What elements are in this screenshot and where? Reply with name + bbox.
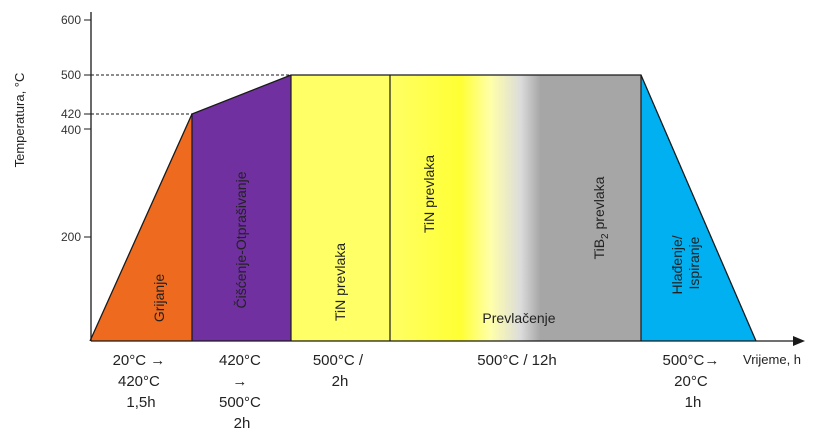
stage-cleaning-shape: [192, 75, 291, 341]
step-tin-1: 500°C / 2h: [313, 352, 367, 390]
y-tick-label: 500: [61, 68, 81, 82]
coating-label: Prevlačenje: [482, 310, 555, 326]
stage-label-heating: Grijanje: [151, 274, 167, 322]
step-line: →: [232, 373, 247, 390]
stage-coating-shape: [390, 75, 641, 341]
y-tick-label: 400: [61, 123, 81, 137]
stage-label-tib2: TiB2 prevlaka: [591, 176, 611, 259]
stage-tin-1-shape: [291, 75, 390, 341]
y-tick-label: 200: [61, 230, 81, 244]
tib2-base: TiB: [591, 239, 607, 259]
stage-label-tin-2: TiN prevlaka: [421, 155, 437, 233]
y-tick-label: 420: [61, 107, 81, 121]
y-axis-label: Temperatura, °C: [12, 73, 27, 168]
step-cooling: 500°C→ 20°C 1h: [662, 352, 723, 411]
step-line: 420°C: [118, 373, 160, 390]
step-line: 420°C: [219, 352, 261, 369]
step-line: 500°C: [219, 394, 261, 411]
step-line: 2h: [234, 415, 251, 432]
step-line: 500°C /: [313, 352, 364, 369]
step-coating: 500°C / 12h: [477, 352, 556, 369]
cooling-line-1: Hlađenje/: [669, 235, 685, 294]
x-axis-arrow-icon: [793, 336, 805, 346]
step-line: 20°C: [674, 373, 708, 390]
step-line: 500°C / 12h: [477, 352, 556, 369]
step-line: 1h: [685, 394, 702, 411]
step-line: 500°C→: [662, 352, 719, 369]
stage-label-cooling: Hlađenje/ Ispiranje: [669, 231, 702, 294]
step-line: 1,5h: [126, 394, 155, 411]
step-line: 20°C →: [113, 352, 166, 369]
cooling-line-2: Ispiranje: [686, 236, 702, 289]
stage-label-cleaning: Čišćenje-Otprašivanje: [233, 171, 249, 308]
y-tick-label: 600: [61, 13, 81, 27]
stage-label-tin-1: TiN prevlaka: [332, 243, 348, 321]
step-cleaning: 420°C → 500°C 2h: [219, 352, 265, 432]
step-line: 2h: [332, 373, 349, 390]
x-axis-label: Vrijeme, h: [743, 352, 801, 367]
step-heating: 20°C → 420°C 1,5h: [113, 352, 170, 411]
tib2-rest: prevlaka: [591, 176, 607, 233]
tib2-subscript: 2: [600, 233, 611, 239]
